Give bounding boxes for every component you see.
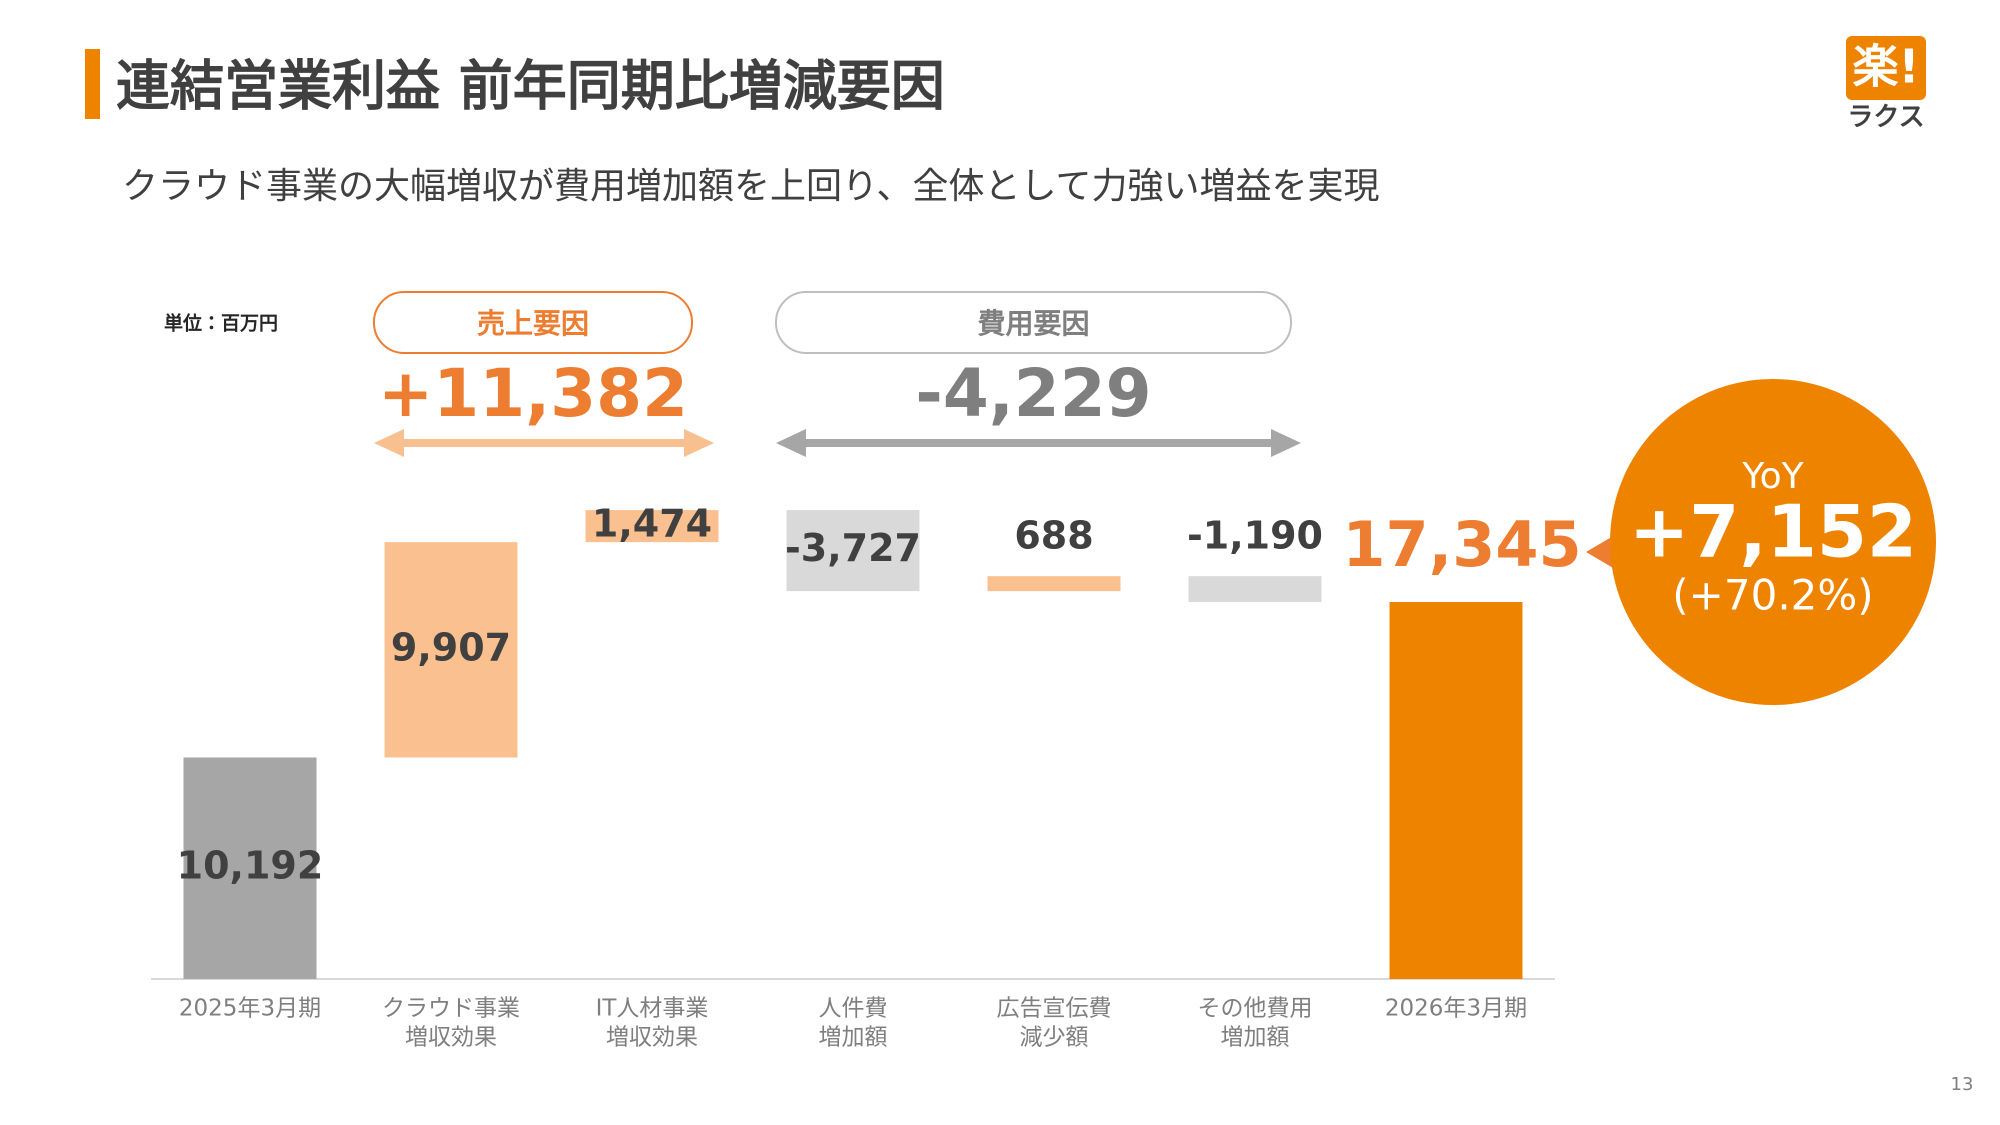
bar (987, 576, 1121, 592)
value-label: 688 (1014, 514, 1093, 558)
x-tick-label: 増加額 (1221, 1025, 1290, 1051)
yoy-circle (1610, 379, 1936, 705)
x-tick-label: IT人材事業 (596, 996, 709, 1022)
x-tick-label: 増収効果 (606, 1025, 698, 1051)
x-tick-label: クラウド事業 (382, 996, 520, 1022)
group-total: +11,382 (378, 355, 688, 432)
unit-label: 単位：百万円 (164, 312, 278, 335)
group-pill (775, 291, 1292, 354)
x-tick-label: 2025年3月期 (179, 996, 321, 1022)
yoy-change: +7,152 (1629, 490, 1917, 574)
x-tick-label: 増加額 (819, 1025, 888, 1051)
bar (786, 510, 920, 592)
yoy-label: YoY (1741, 456, 1804, 497)
x-tick-label: 2026年3月期 (1385, 996, 1527, 1022)
logo-box (1846, 36, 1926, 100)
group-pill (373, 291, 693, 354)
x-tick-label: 人件費 (819, 996, 888, 1022)
group-total: -4,229 (915, 355, 1151, 432)
subtitle: クラウド事業の大幅増収が費用増加額を上回り、全体として力強い増益を実現 (122, 166, 1379, 207)
title-accent (85, 49, 100, 119)
x-tick-label: 広告宣伝費 (997, 996, 1112, 1022)
group-label: 売上要因 (477, 307, 589, 340)
value-label: 1,474 (592, 502, 712, 546)
value-label: -3,727 (785, 526, 921, 570)
bar (183, 757, 317, 979)
value-label: -1,190 (1187, 514, 1323, 558)
value-label: 9,907 (391, 625, 511, 669)
logo-mark: 楽! (1853, 40, 1920, 94)
x-tick-label: 減少額 (1020, 1025, 1089, 1051)
value-label: 10,192 (177, 844, 324, 888)
page-number: 13 (1951, 1074, 1974, 1095)
bar (1389, 602, 1523, 979)
x-tick-label: その他費用 (1198, 996, 1313, 1022)
logo-text: ラクス (1847, 103, 1924, 133)
title: 連結営業利益 前年同期比増減要因 (116, 55, 945, 118)
yoy-percent: (+70.2%) (1672, 571, 1873, 620)
group-label: 費用要因 (977, 307, 1089, 340)
bar (1188, 576, 1322, 603)
bar (384, 542, 518, 758)
x-tick-label: 増収効果 (405, 1025, 497, 1051)
total-label: 17,345 (1342, 508, 1581, 581)
bar (585, 510, 719, 543)
